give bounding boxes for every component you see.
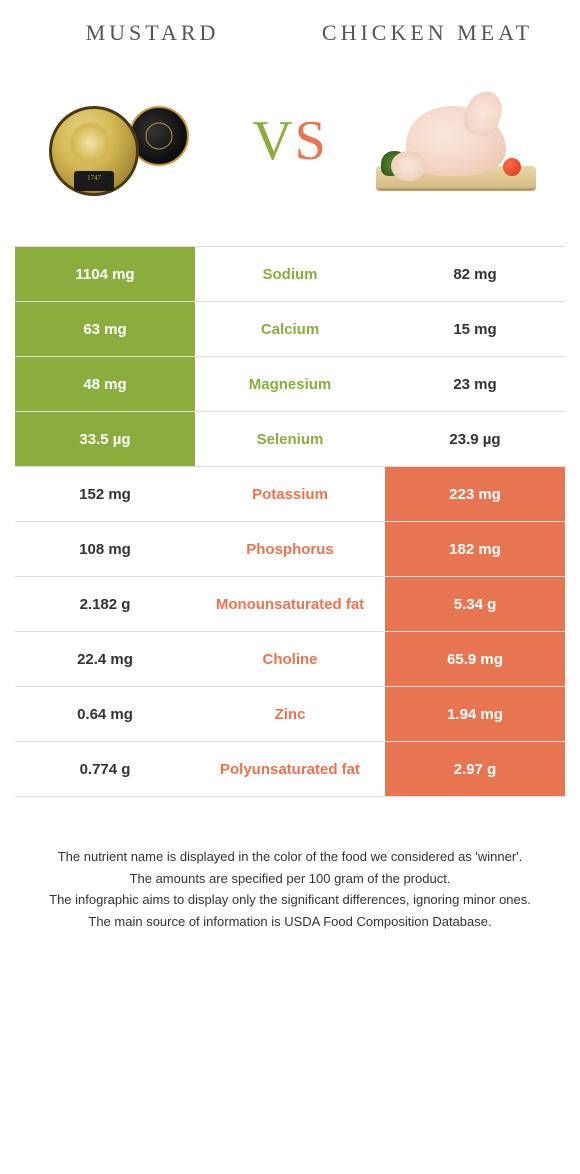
tomato-icon — [503, 158, 521, 176]
nutrient-label: Zinc — [195, 687, 385, 741]
nutrient-label: Magnesium — [195, 357, 385, 411]
table-row: 63 mgCalcium15 mg — [15, 302, 565, 357]
table-row: 152 mgPotassium223 mg — [15, 467, 565, 522]
table-row: 108 mgPhosphorus182 mg — [15, 522, 565, 577]
nutrient-label: Sodium — [195, 247, 385, 301]
table-row: 33.5 µgSelenium23.9 µg — [15, 412, 565, 467]
vs-label: VS — [252, 109, 328, 173]
right-value: 23.9 µg — [385, 412, 565, 466]
right-value: 2.97 g — [385, 742, 565, 796]
nutrient-label: Monounsaturated fat — [195, 577, 385, 631]
footnote-line: The main source of information is USDA F… — [25, 912, 555, 932]
nutrient-label: Selenium — [195, 412, 385, 466]
left-value: 22.4 mg — [15, 632, 195, 686]
jar-label: 1747 — [74, 171, 114, 191]
left-value: 0.774 g — [15, 742, 195, 796]
table-row: 22.4 mgCholine65.9 mg — [15, 632, 565, 687]
table-row: 2.182 gMonounsaturated fat5.34 g — [15, 577, 565, 632]
right-value: 1.94 mg — [385, 687, 565, 741]
nutrient-label: Polyunsaturated fat — [195, 742, 385, 796]
left-value: 33.5 µg — [15, 412, 195, 466]
table-row: 1104 mgSodium82 mg — [15, 247, 565, 302]
left-value: 63 mg — [15, 302, 195, 356]
right-value: 23 mg — [385, 357, 565, 411]
raw-chicken-icon — [406, 106, 506, 176]
right-value: 65.9 mg — [385, 632, 565, 686]
right-value: 223 mg — [385, 467, 565, 521]
right-value: 5.34 g — [385, 577, 565, 631]
table-row: 0.774 gPolyunsaturated fat2.97 g — [15, 742, 565, 797]
nutrient-table: 1104 mgSodium82 mg63 mgCalcium15 mg48 mg… — [15, 246, 565, 797]
left-value: 1104 mg — [15, 247, 195, 301]
vs-row: 1747 VS — [15, 76, 565, 206]
right-value: 182 mg — [385, 522, 565, 576]
left-value: 0.64 mg — [15, 687, 195, 741]
right-value: 15 mg — [385, 302, 565, 356]
table-row: 48 mgMagnesium23 mg — [15, 357, 565, 412]
mustard-image: 1747 — [34, 81, 214, 201]
left-value: 48 mg — [15, 357, 195, 411]
chicken-image — [366, 81, 546, 201]
left-value: 108 mg — [15, 522, 195, 576]
header: Mustard Chicken meat — [15, 20, 565, 46]
nutrient-label: Choline — [195, 632, 385, 686]
footnotes: The nutrient name is displayed in the co… — [15, 847, 565, 931]
footnote-line: The amounts are specified per 100 gram o… — [25, 869, 555, 889]
nutrient-label: Phosphorus — [195, 522, 385, 576]
table-row: 0.64 mgZinc1.94 mg — [15, 687, 565, 742]
nutrient-label: Calcium — [195, 302, 385, 356]
right-value: 82 mg — [385, 247, 565, 301]
left-value: 152 mg — [15, 467, 195, 521]
footnote-line: The nutrient name is displayed in the co… — [25, 847, 555, 867]
footnote-line: The infographic aims to display only the… — [25, 890, 555, 910]
right-food-title: Chicken meat — [304, 20, 552, 46]
nutrient-label: Potassium — [195, 467, 385, 521]
left-value: 2.182 g — [15, 577, 195, 631]
left-food-title: Mustard — [29, 20, 277, 46]
